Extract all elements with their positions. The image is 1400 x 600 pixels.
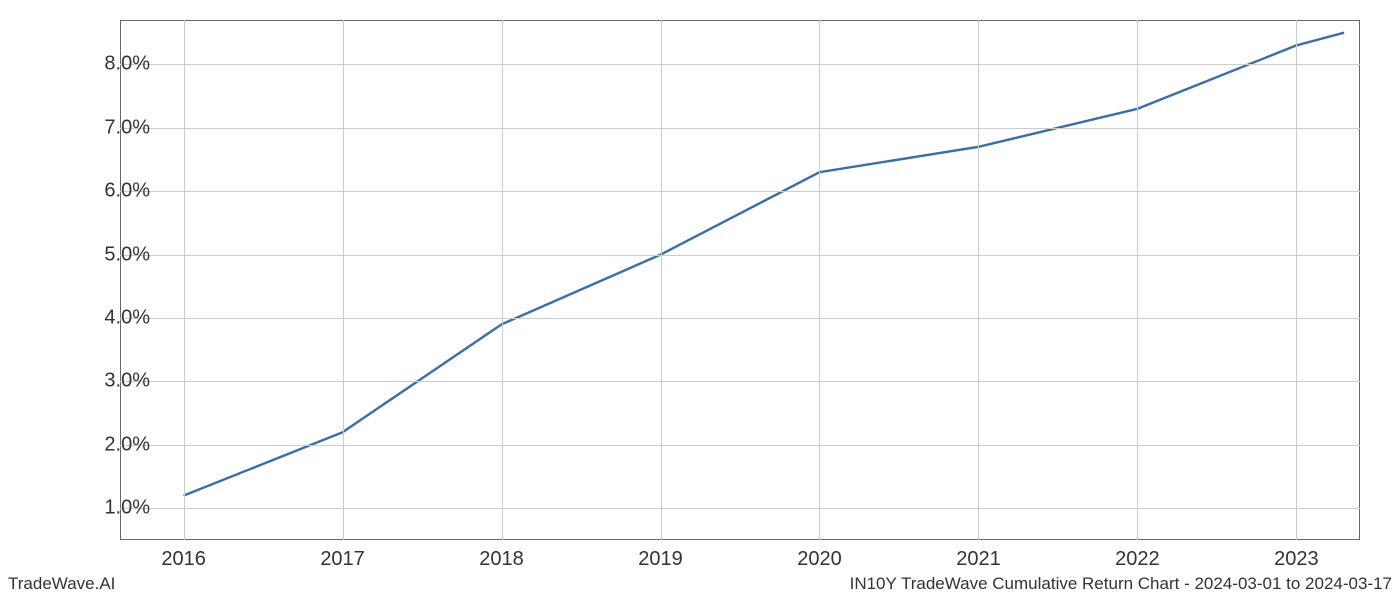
x-axis-tick-label: 2018: [479, 548, 524, 571]
x-axis-tick-label: 2022: [1115, 548, 1160, 571]
grid-line-vertical: [978, 20, 979, 540]
grid-line-horizontal: [120, 255, 1360, 256]
grid-line-vertical: [661, 20, 662, 540]
data-line: [184, 33, 1345, 496]
y-axis-tick-label: 1.0%: [80, 497, 150, 520]
x-axis-tick-label: 2021: [956, 548, 1001, 571]
grid-line-horizontal: [120, 445, 1360, 446]
x-axis-tick-label: 2023: [1274, 548, 1319, 571]
grid-line-vertical: [1137, 20, 1138, 540]
x-axis-tick-label: 2017: [320, 548, 365, 571]
y-axis-tick-label: 4.0%: [80, 307, 150, 330]
x-axis-tick-label: 2016: [161, 548, 206, 571]
grid-line-vertical: [819, 20, 820, 540]
x-axis-tick-label: 2019: [638, 548, 683, 571]
grid-line-horizontal: [120, 128, 1360, 129]
chart-plot-area: [120, 20, 1360, 540]
line-svg: [120, 20, 1360, 540]
y-axis-tick-label: 3.0%: [80, 370, 150, 393]
x-axis-tick-label: 2020: [797, 548, 842, 571]
y-axis-tick-label: 5.0%: [80, 243, 150, 266]
grid-line-horizontal: [120, 381, 1360, 382]
y-axis-tick-label: 2.0%: [80, 433, 150, 456]
grid-line-horizontal: [120, 318, 1360, 319]
grid-line-vertical: [343, 20, 344, 540]
y-axis-tick-label: 7.0%: [80, 116, 150, 139]
grid-line-vertical: [1296, 20, 1297, 540]
y-axis-tick-label: 6.0%: [80, 180, 150, 203]
grid-line-horizontal: [120, 64, 1360, 65]
footer-caption: IN10Y TradeWave Cumulative Return Chart …: [850, 574, 1392, 594]
grid-line-horizontal: [120, 191, 1360, 192]
grid-line-horizontal: [120, 508, 1360, 509]
y-axis-tick-label: 8.0%: [80, 53, 150, 76]
footer-brand: TradeWave.AI: [8, 574, 115, 594]
grid-line-vertical: [502, 20, 503, 540]
grid-line-vertical: [184, 20, 185, 540]
